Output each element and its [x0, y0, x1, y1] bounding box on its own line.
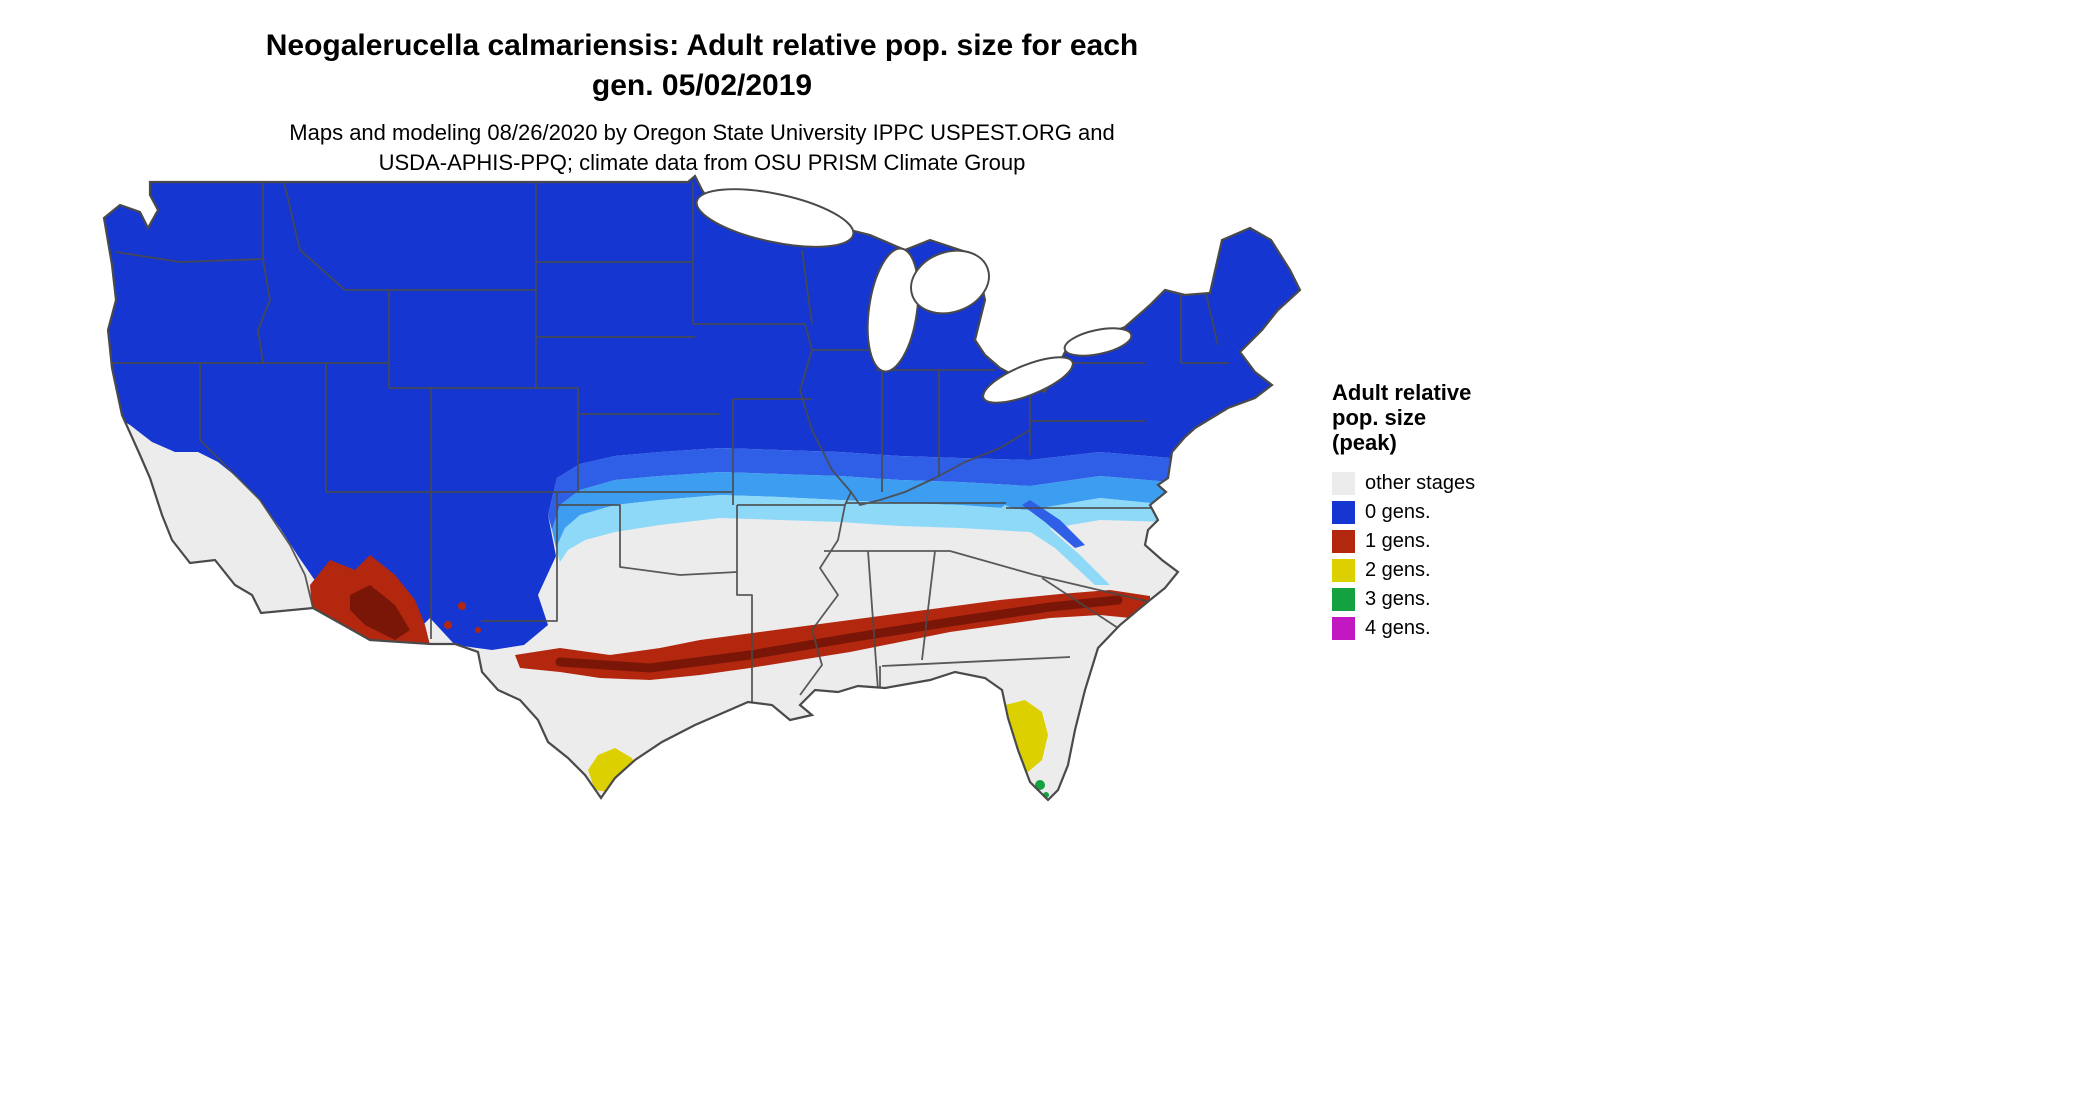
legend-label-4-gens: 4 gens.: [1365, 617, 1431, 639]
legend-label-other-stages: other stages: [1365, 472, 1476, 494]
legend-heading: Adult relative pop. size (peak): [1332, 380, 1552, 455]
map-red-speck: [458, 602, 466, 610]
swatch-rect: [1332, 617, 1355, 640]
legend-label-2-gens: 2 gens.: [1365, 559, 1431, 581]
page-subtitle: Maps and modeling 08/26/2020 by Oregon S…: [0, 118, 1404, 178]
legend-swatch-other-stages: [1332, 472, 1355, 495]
great-lakes: [695, 188, 1133, 404]
lake-huron: [910, 249, 990, 315]
legend-heading-line-2: pop. size: [1332, 405, 1427, 430]
legend-label-1-gens: 1 gens.: [1365, 530, 1431, 552]
lake-michigan: [866, 247, 920, 373]
swatch-rect: [1332, 472, 1355, 495]
legend-item-0-gens: 0 gens.: [1332, 498, 1552, 527]
legend-swatch-3-gens: [1332, 588, 1355, 611]
legend-heading-line-3: (peak): [1332, 430, 1397, 455]
lake-erie: [982, 356, 1074, 404]
subtitle-line-1: Maps and modeling 08/26/2020 by Oregon S…: [289, 120, 1115, 145]
map-southern-red-core: [555, 595, 1123, 673]
lake-ontario: [1063, 327, 1133, 357]
swatch-rect: [1332, 501, 1355, 524]
legend-item-2-gens: 2 gens.: [1332, 556, 1552, 585]
map-red-speck: [444, 621, 452, 629]
legend-swatch-0-gens: [1332, 501, 1355, 524]
map-legend: Adult relative pop. size (peak) other st…: [1332, 380, 1552, 643]
legend-item-other-stages: other stages: [1332, 469, 1552, 498]
map-red-speck: [475, 627, 481, 633]
page-title: Neogalerucella calmariensis: Adult relat…: [0, 26, 1404, 106]
legend-swatch-2-gens: [1332, 559, 1355, 582]
state-borders: [112, 181, 1229, 706]
swatch-rect: [1332, 530, 1355, 553]
map-appalachian-streak-core: [1022, 500, 1085, 548]
map-band-blue-mid: [548, 448, 1300, 530]
legend-item-3-gens: 3 gens.: [1332, 585, 1552, 614]
map-band-blue-light: [552, 472, 1300, 548]
legend-swatch-1-gens: [1332, 530, 1355, 553]
legend-label-3-gens: 3 gens.: [1365, 588, 1431, 610]
legend-label-0-gens: 0 gens.: [1365, 501, 1431, 523]
title-line-2: gen. 05/02/2019: [591, 69, 813, 102]
map-florida-green: [1028, 791, 1036, 799]
map-florida-green: [1035, 780, 1045, 790]
legend-item-1-gens: 1 gens.: [1332, 527, 1552, 556]
swatch-rect: [1332, 588, 1355, 611]
legend-swatch-4-gens: [1332, 617, 1355, 640]
swatch-rect: [1332, 559, 1355, 582]
map-band-cyan-pale: [556, 494, 1300, 562]
title-line-1: Neogalerucella calmariensis: Adult relat…: [265, 29, 1139, 62]
subtitle-line-2: USDA-APHIS-PPQ; climate data from OSU PR…: [378, 150, 1026, 175]
map-appalachian-streak: [995, 505, 1110, 585]
legend-item-4-gens: 4 gens.: [1332, 614, 1552, 643]
legend-heading-line-1: Adult relative: [1332, 380, 1472, 405]
legend-items: other stages 0 gens. 1 gens. 2 gens.: [1332, 469, 1552, 643]
map-arizona-red-core: [350, 585, 410, 640]
lake-superior: [695, 188, 855, 248]
